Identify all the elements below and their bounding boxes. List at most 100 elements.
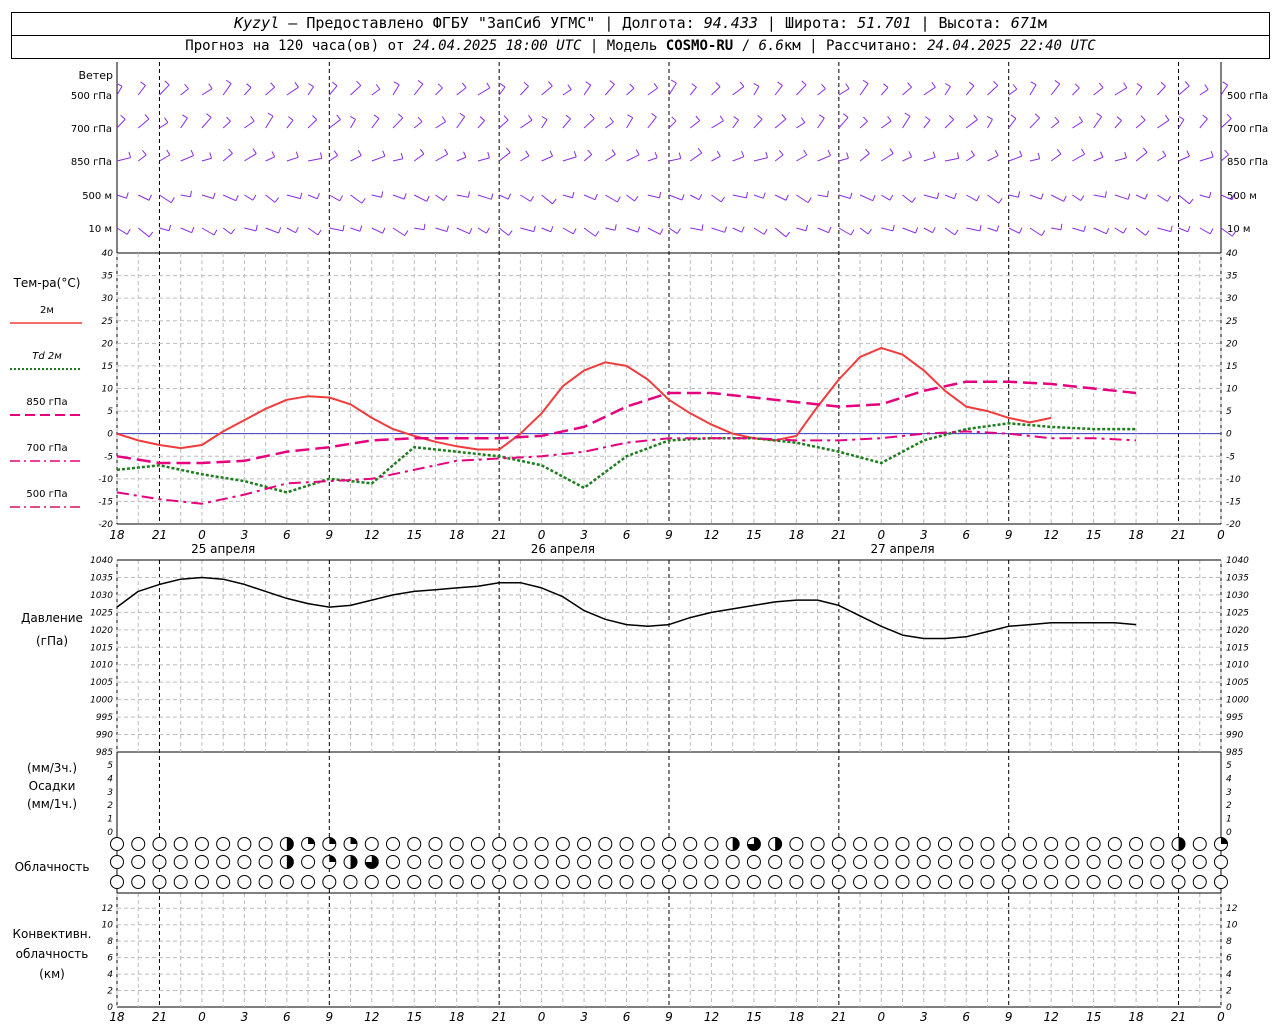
precip-unit-top: (мм/3ч.): [27, 761, 77, 775]
wind-barb: [456, 194, 469, 198]
wind-barb: [541, 119, 548, 129]
wind-barb-feather: [911, 197, 916, 203]
wind-barb-feather: [228, 148, 233, 154]
wind-barb-feather: [594, 193, 598, 200]
cloud-cover-circle: [1171, 875, 1186, 889]
wind-barb: [392, 117, 404, 129]
wind-barb-feather: [948, 115, 954, 121]
wind-level-label: 700 гПа: [71, 124, 112, 135]
cloud-cover-circle: [173, 875, 188, 889]
wind-barb: [286, 194, 301, 200]
wind-barb: [456, 227, 470, 235]
cloud-cover-circle: [534, 855, 549, 869]
wind-barb: [987, 155, 999, 162]
wind-barb: [817, 194, 828, 198]
cloud-cover-circle: [1129, 855, 1144, 869]
lon-label: Долгота:: [622, 14, 695, 32]
cloud-cover-circle: [1214, 855, 1228, 869]
wind-barb-feather: [295, 151, 299, 158]
wind-barb: [244, 227, 257, 232]
pressure-tick-label: 1020: [90, 626, 113, 636]
wind-barb-feather: [1063, 195, 1067, 202]
wind-barb: [647, 157, 658, 162]
wind-barb: [1008, 118, 1017, 129]
wind-barb: [435, 121, 446, 129]
resolution-unit: км: [783, 38, 801, 54]
wind-barb-feather: [1078, 116, 1083, 122]
cloud-cover-circle: [959, 875, 974, 889]
cloud-cover-circle: [683, 875, 698, 889]
hour-label-bottom: 9: [1005, 1010, 1013, 1024]
wind-barb-feather: [356, 80, 362, 86]
wind-barb: [477, 157, 490, 162]
wind-barb-feather: [209, 152, 213, 159]
wind-barb: [138, 194, 150, 201]
cloud-cover-circle: [301, 855, 316, 869]
wind-level-label-right: 500 м: [1227, 191, 1257, 202]
wind-barb-feather: [166, 149, 171, 156]
cloud-cover-fill: [1221, 837, 1228, 844]
wind-barb-feather: [308, 83, 314, 88]
wind-barb-feather: [1127, 193, 1131, 200]
temp-tick-label-right: -15: [1226, 497, 1241, 507]
wind-barb-feather: [741, 226, 745, 233]
wind-barb-feather: [1204, 84, 1209, 90]
conv-tick-label: 12: [102, 904, 114, 914]
wind-barb-feather: [417, 116, 423, 123]
cloud-cover-fill: [350, 855, 358, 869]
wind-barb: [477, 194, 492, 200]
wind-barb: [796, 194, 809, 204]
cloud-cover-circle: [959, 837, 974, 851]
conv-tick-label: 6: [107, 954, 113, 964]
wind-barb: [413, 153, 425, 162]
wind-barb-feather: [681, 194, 685, 201]
hour-label-bottom: 15: [1086, 1010, 1101, 1024]
wind-barb: [923, 119, 931, 129]
precip-tick-label-right: 0: [1226, 828, 1232, 838]
day-label: 26 апреля: [531, 542, 595, 556]
wind-barb-feather: [932, 227, 936, 233]
cloud-cover-circle: [1065, 875, 1080, 889]
wind-barb-feather: [779, 149, 784, 156]
series-td2m: [116, 422, 1137, 494]
wind-barb: [838, 117, 849, 129]
hour-label: 18: [449, 528, 465, 542]
wind-barb-feather: [821, 83, 826, 90]
cloud-cover-circle: [449, 855, 464, 869]
cloud-cover-circle: [1044, 875, 1059, 889]
cloud-cover-circle: [746, 875, 761, 889]
wind-barb: [477, 120, 485, 129]
wind-barb-feather: [763, 228, 768, 235]
wind-barb: [1220, 84, 1229, 96]
precip-tick-label: 0: [107, 828, 113, 838]
pressure-tick-label: 1035: [90, 573, 113, 583]
wind-barb-feather: [634, 195, 639, 202]
wind-barb-feather: [762, 192, 766, 199]
wind-barb-feather: [724, 226, 727, 233]
wind-barb-feather: [252, 148, 257, 154]
cloud-cover-fill: [365, 855, 379, 869]
wind-barb-feather: [567, 84, 572, 90]
wind-barb-feather: [637, 226, 641, 233]
wind-barb-feather: [1231, 230, 1237, 237]
wind-barb-feather: [1096, 112, 1102, 117]
wind-barb: [583, 194, 596, 201]
hour-label-bottom: 6: [962, 1010, 970, 1024]
wind-barb-feather: [533, 225, 536, 232]
wind-barb: [541, 227, 552, 233]
wind-barb-feather: [140, 81, 146, 86]
wind-barb-feather: [573, 151, 577, 158]
wind-barb: [1072, 194, 1081, 202]
wind-barb: [265, 86, 275, 96]
wind-barb-feather: [288, 116, 294, 121]
temp-tick-label: -15: [98, 497, 113, 507]
cloud-cover-circle: [598, 875, 613, 889]
wind-barb-feather: [715, 82, 721, 88]
pressure-tick-label-right: 995: [1226, 713, 1243, 723]
wind-barb: [1050, 121, 1060, 129]
wind-barb: [435, 153, 448, 162]
hour-label: 18: [109, 528, 125, 542]
temp-tick-label: 30: [102, 294, 114, 304]
hour-label: 15: [746, 528, 761, 542]
cloud-cover-circle: [1192, 855, 1207, 869]
